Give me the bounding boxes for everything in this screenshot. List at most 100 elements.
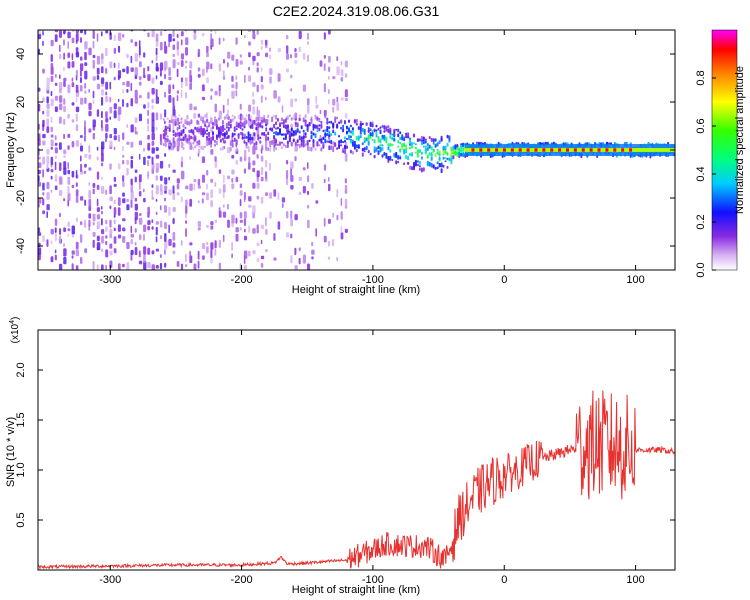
spectrogram-cell [223, 116, 226, 120]
spectrogram-cell [155, 112, 159, 121]
spectrogram-cell [420, 156, 423, 160]
spectrogram-cell [260, 239, 263, 245]
spectrogram-cell [38, 181, 42, 187]
spectrogram-cell [231, 142, 234, 148]
spectrogram-cell [340, 211, 343, 220]
spectrogram-cell [212, 136, 214, 141]
spectrogram-cell [336, 116, 339, 120]
spectrogram-cell [284, 119, 287, 123]
spectrogram-cell [63, 52, 65, 60]
spectrogram-cell [248, 41, 251, 46]
spectrogram-cell [152, 24, 155, 28]
spectrogram-cell [109, 250, 113, 256]
spectrogram-cell [139, 23, 142, 28]
spectrogram-cell [241, 128, 244, 131]
spectrogram-cell [151, 132, 155, 141]
spectrogram-cell [229, 140, 232, 145]
spectrogram-cell [134, 169, 138, 173]
spectrogram-cell [126, 141, 130, 145]
spectrogram-cell [411, 146, 413, 149]
spectrogram-cell [113, 227, 116, 232]
spectrogram-cell [344, 73, 348, 78]
spectrogram-cell [243, 125, 246, 129]
spectrogram-cell [273, 257, 277, 261]
spectrogram-cell [314, 124, 317, 129]
spectrogram-cell [138, 174, 142, 183]
spectrogram-cell [320, 147, 323, 152]
spectrogram-cell [371, 124, 374, 128]
spectrogram-cell [255, 122, 258, 127]
spectrogram-cell [252, 55, 256, 62]
spectrogram-cell [138, 81, 142, 86]
spectrogram-cell [75, 84, 79, 93]
spectrogram-cell [206, 61, 210, 70]
spectrogram-cell [353, 119, 356, 124]
spectrogram-cell [59, 103, 63, 111]
spectrogram-cell [159, 205, 162, 211]
spectrogram-peak [510, 148, 514, 152]
spectrogram-cell [375, 134, 378, 138]
spectrogram-cell [243, 265, 247, 270]
spectrogram-cell [237, 134, 240, 139]
spectrogram-cell [198, 128, 201, 133]
spectrogram-cell [80, 37, 82, 43]
spectrogram-cell [239, 122, 242, 126]
spectrogram-cell [197, 48, 201, 57]
spectrogram-cell [302, 120, 305, 123]
spectrogram-cell [221, 127, 224, 133]
spectrogram-cell [122, 227, 126, 232]
spectrogram-cell [105, 123, 109, 132]
spectrogram-cell [180, 138, 183, 142]
spectrogram-cell [269, 68, 273, 75]
spectrogram-cell [365, 145, 368, 151]
spectrogram-cell [219, 131, 222, 136]
spectrogram-cell [359, 122, 362, 127]
spectrogram-cell [340, 119, 343, 124]
spectrogram-cell [231, 155, 235, 159]
spectrogram-cell [67, 169, 70, 175]
spectrogram-cell [359, 135, 362, 139]
spectrogram-cell [42, 192, 45, 196]
spectrogram-cell [256, 195, 260, 200]
spectrogram-cell [54, 249, 57, 254]
spectrogram-cell [326, 140, 329, 143]
spectrogram-cell [210, 140, 213, 144]
spectrogram-cell [155, 89, 158, 98]
spectrogram-cell [260, 45, 263, 50]
spectrogram-cell [328, 30, 331, 35]
spectrogram-cell [328, 76, 330, 80]
spectrogram-cell [263, 131, 266, 136]
spectrogram-cell [117, 197, 121, 206]
spectrogram-cell [88, 167, 92, 171]
spectrogram-cell [294, 121, 297, 125]
spectrogram-cell [159, 62, 164, 71]
spectrogram-cell [323, 32, 326, 40]
spectrogram-cell [252, 99, 255, 105]
spectrogram-cell [122, 181, 125, 188]
spectrogram-cell [92, 30, 95, 33]
spectrogram-cell [92, 132, 95, 140]
spectrogram-cell [332, 129, 335, 134]
spectrogram-cell [109, 219, 112, 228]
spectrogram-cell [233, 116, 236, 120]
spectrogram-cell [117, 70, 122, 79]
spectrogram-cell [151, 156, 154, 165]
spectrogram-cell [260, 39, 263, 46]
spectrogram-cell [462, 151, 465, 154]
spectrogram-cell [159, 113, 163, 120]
spectrogram-cell [42, 40, 44, 47]
spectrogram-cell [260, 95, 263, 103]
spectrogram-cell [164, 185, 168, 191]
spectrogram-cell [248, 52, 251, 58]
spectrogram-cell [63, 77, 67, 82]
spectrogram-y-tick-label: 0 [15, 147, 27, 153]
spectrogram-cell [117, 45, 121, 53]
spectrogram-cell [328, 89, 330, 95]
spectrogram-cell [434, 138, 437, 142]
spectrogram-cell [130, 199, 133, 208]
spectrogram-cell [265, 39, 268, 46]
spectrogram-cell [46, 96, 49, 104]
spectrogram-cell [96, 146, 99, 151]
spectrogram-cell [176, 62, 180, 66]
spectrogram-cell [260, 76, 263, 83]
